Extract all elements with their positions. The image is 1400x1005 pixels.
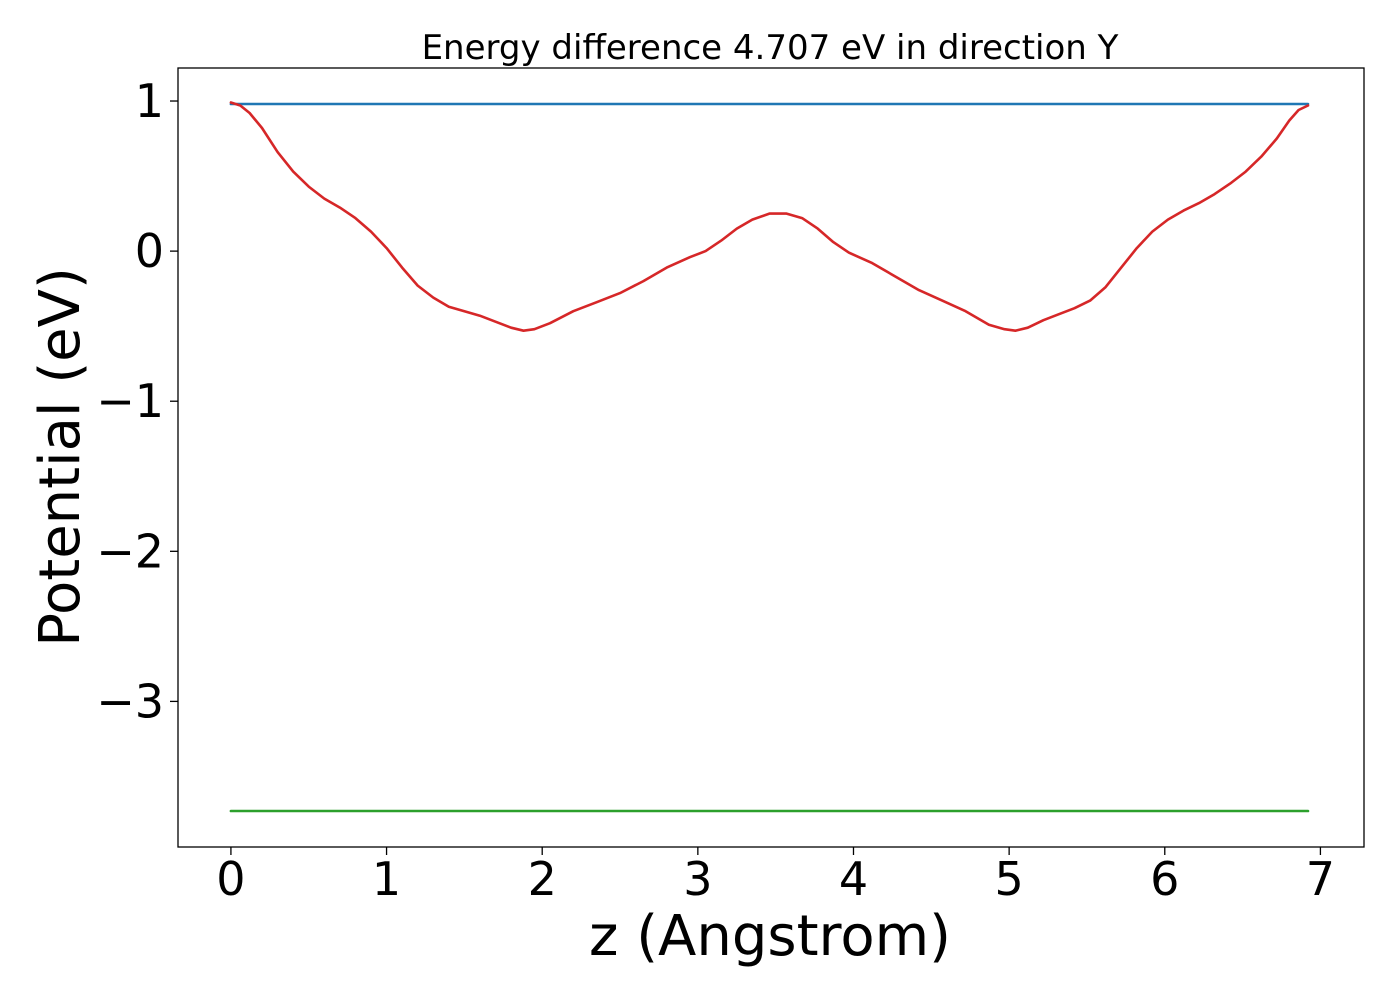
y-tick-label: 0 [135, 224, 164, 278]
x-tick-label: 6 [1150, 852, 1179, 906]
x-tick-label: 0 [216, 852, 245, 906]
x-tick-label: 4 [839, 852, 868, 906]
series-line-2 [229, 101, 1310, 333]
axes-layer: 0 1 2 3 4 5 6 7 1 0 −1 −2 −3 [96, 67, 1365, 906]
x-tick-label: 1 [372, 852, 401, 906]
chart-title: Energy difference 4.707 eV in direction … [422, 28, 1119, 68]
y-tick-label: −2 [96, 524, 164, 578]
y-tick-label: −1 [96, 374, 164, 428]
x-tick-label: 2 [528, 852, 557, 906]
series-layer [229, 101, 1310, 813]
y-tick-label: −3 [96, 674, 164, 728]
x-tick-label: 7 [1306, 852, 1335, 906]
x-tick-label: 5 [994, 852, 1023, 906]
x-axis-label: z (Angstrom) [589, 904, 951, 969]
y-tick-label: 1 [135, 74, 164, 128]
y-axis-label: Potential (eV) [28, 267, 93, 647]
x-tick-label: 3 [683, 852, 712, 906]
plot-frame [177, 67, 1365, 848]
